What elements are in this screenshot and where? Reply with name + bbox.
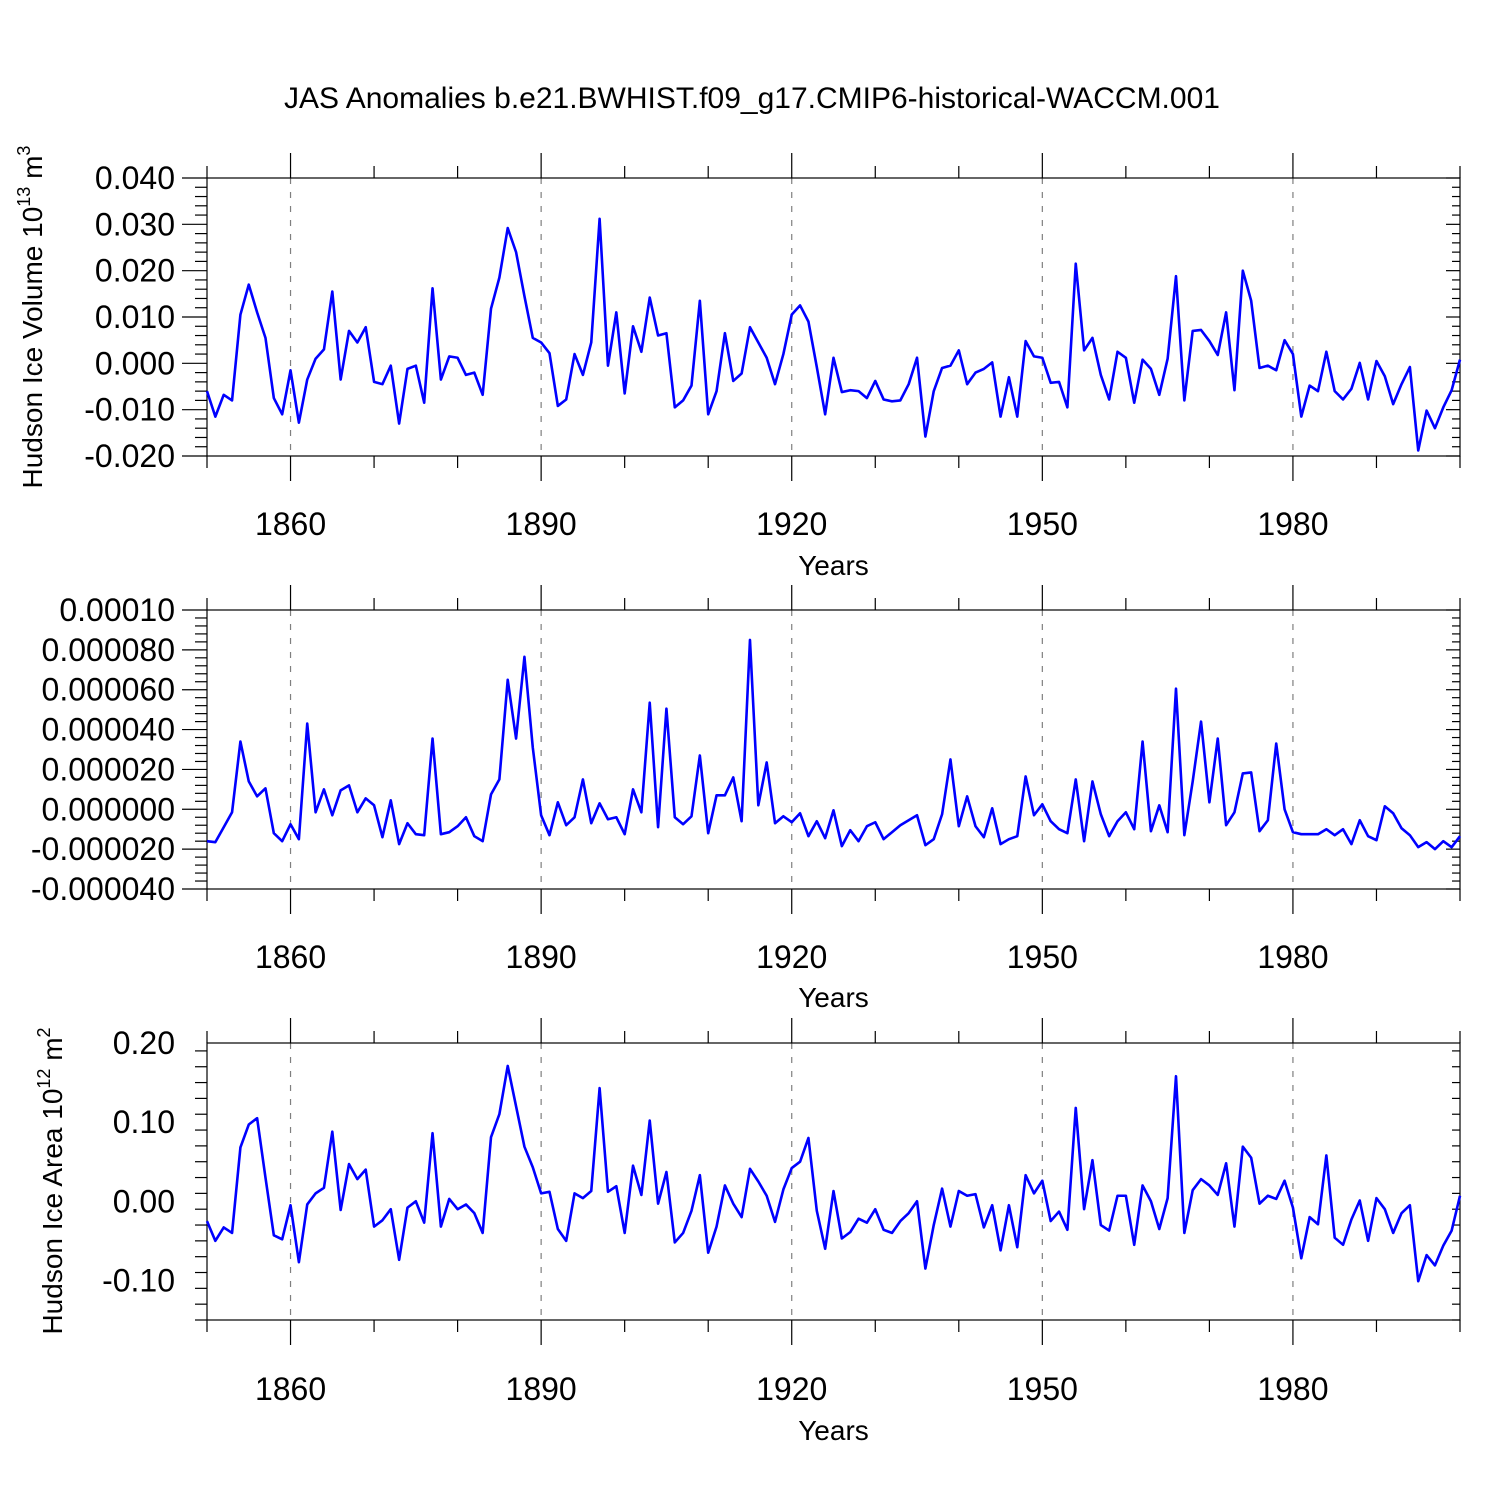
x-tick-label: 1980 — [1257, 506, 1328, 542]
plot-frame — [206, 1042, 1461, 1321]
series-line — [206, 638, 1462, 851]
y-axis-title: Hudson Ice Volume 1013 m3 — [14, 146, 48, 489]
y-tick-label: 0.010 — [95, 299, 175, 335]
y-tick-label: 0.20 — [113, 1025, 175, 1061]
x-tick-label: 1860 — [255, 939, 326, 975]
y-tick-label: -0.10 — [102, 1262, 175, 1298]
y-tick-label: -0.010 — [84, 392, 175, 428]
series-line — [205, 1064, 1462, 1283]
y-tick-label: 0.030 — [95, 206, 175, 242]
panel-1: -0.020 -0.010 0.000 0.010 0.020 0.030 0.040 186… — [14, 146, 1462, 581]
x-tick-label: 1920 — [756, 939, 827, 975]
x-tick-label: 1950 — [1007, 939, 1078, 975]
x-tick-label: 1950 — [1007, 1371, 1078, 1407]
chart-title: JAS Anomalies b.e21.BWHIST.f09_g17.CMIP6… — [284, 82, 1220, 115]
x-tick-label: 1860 — [255, 1371, 326, 1407]
x-tick-label: 1890 — [506, 939, 577, 975]
x-axis-title: Years — [798, 982, 869, 1013]
x-tick-label: 1980 — [1257, 1371, 1328, 1407]
x-tick-label: 1980 — [1257, 939, 1328, 975]
panel-3: -0.10 0.00 0.10 0.20 1860 1890 1920 1950 1980 Yea… — [34, 1018, 1462, 1446]
y-tick-label: 0.00010 — [59, 592, 175, 628]
y-axis-title: Hudson Ice Area 1012 m2 — [34, 1027, 68, 1334]
y-tick-label: 0.000060 — [42, 672, 175, 708]
y-tick-label: -0.000020 — [31, 831, 175, 867]
y-tick-label: 0.000 — [95, 345, 175, 381]
y-tick-label: -0.020 — [84, 438, 175, 474]
y-tick-label: -0.000040 — [31, 871, 175, 907]
y-tick-label: 0.020 — [95, 253, 175, 289]
x-tick-label: 1950 — [1007, 506, 1078, 542]
y-tick-label: 0.040 — [95, 160, 175, 196]
y-tick-label: 0.00 — [113, 1183, 175, 1219]
x-axis-title: Years — [798, 550, 869, 581]
plot-frame — [206, 177, 1461, 457]
x-axis-title: Years — [798, 1415, 869, 1446]
plot-frame — [206, 609, 1461, 890]
x-tick-label: 1920 — [756, 1371, 827, 1407]
y-tick-label: 0.000000 — [42, 791, 175, 827]
x-tick-label: 1890 — [506, 1371, 577, 1407]
x-tick-label: 1890 — [506, 506, 577, 542]
series-line — [205, 217, 1462, 452]
y-tick-label: 0.10 — [113, 1104, 175, 1140]
y-tick-label: 0.000040 — [42, 712, 175, 748]
y-tick-label: 0.000020 — [42, 751, 175, 787]
panel-2: -0.000040-0.0000200.0000000.0000200.0000… — [31, 585, 1462, 1013]
x-tick-label: 1920 — [756, 506, 827, 542]
y-tick-label: 0.000080 — [42, 632, 175, 668]
x-tick-label: 1860 — [255, 506, 326, 542]
